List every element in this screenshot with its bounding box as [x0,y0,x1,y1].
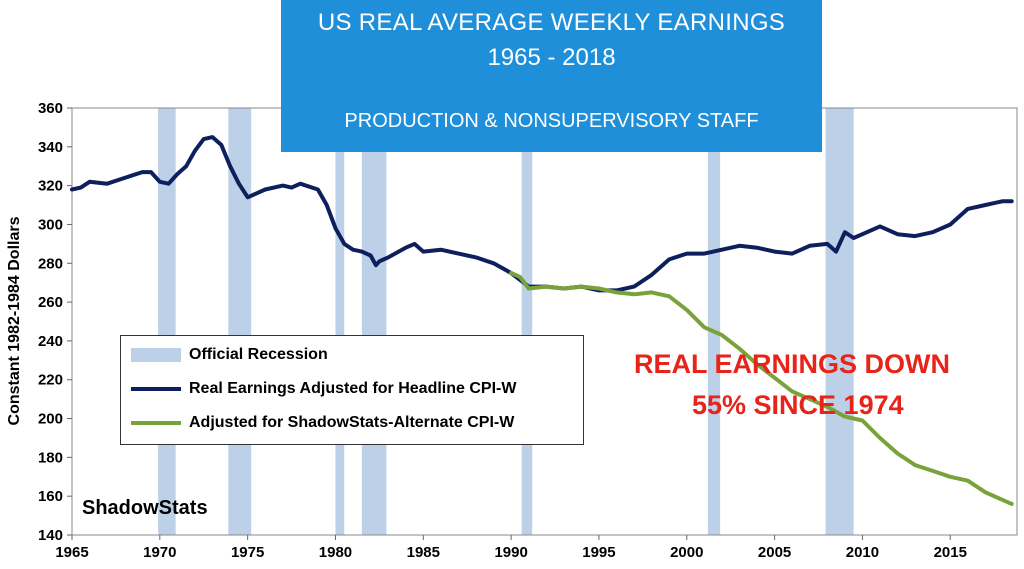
y-tick-label-360: 360 [38,100,63,117]
legend-swatch-shadowstats [131,421,181,425]
y-tick-label-160: 160 [38,488,63,505]
x-tick-label-1985: 1985 [407,544,440,561]
title-box: US REAL AVERAGE WEEKLY EARNINGS 1965 - 2… [281,0,822,152]
annotation-line1: REAL EARNINGS DOWN [634,349,951,379]
x-axis: 1965 1970 1975 1980 1985 1990 1995 2000 2005 2010… [55,535,967,561]
legend-item-shadowstats: Adjusted for ShadowStats-Alternate CPI-W [131,411,514,435]
x-tick-label-1975: 1975 [231,544,264,561]
x-tick-label-2010: 2010 [846,544,879,561]
y-tick-label-220: 220 [38,372,63,389]
chart-title: US REAL AVERAGE WEEKLY EARNINGS [317,9,786,36]
y-tick-label-320: 320 [38,178,63,195]
recession-band-6 [825,108,854,535]
x-tick-label-2000: 2000 [670,544,703,561]
x-tick-label-1970: 1970 [143,544,176,561]
watermark-shadowstats: ShadowStats [82,497,208,519]
y-tick-label-140: 140 [38,527,63,544]
x-tick-label-1980: 1980 [319,544,352,561]
recession-band-2 [335,108,345,535]
plot-frame [71,107,1018,536]
recession-bands [158,108,854,535]
legend-label-headline: Real Earnings Adjusted for Headline CPI-… [189,380,517,397]
legend-item-recession: Official Recession [131,343,328,367]
y-tick-label-240: 240 [38,333,63,350]
legend-label-recession: Official Recession [189,346,328,363]
series-lines [70,135,1014,506]
x-tick-label-2015: 2015 [934,544,967,561]
y-tick-label-340: 340 [38,139,63,156]
recession-band-0 [158,108,176,535]
y-tick-label-280: 280 [38,255,63,272]
recession-band-3 [361,108,387,535]
legend-label-shadowstats: Adjusted for ShadowStats-Alternate CPI-W [189,414,515,431]
y-tick-label-300: 300 [38,216,63,233]
y-axis: 140 160 180 200 220 240 260 280 300 320 340 360 [38,100,72,544]
x-tick-label-1965: 1965 [55,544,88,561]
recession-band-5 [707,108,721,535]
series-line-shadowstats-cpi-w [509,271,1014,506]
legend-item-headline: Real Earnings Adjusted for Headline CPI-… [131,377,516,401]
x-tick-label-1995: 1995 [582,544,615,561]
chart-subtitle: PRODUCTION & NONSUPERVISORY STAFF [344,110,759,132]
legend-swatch-recession [131,348,181,362]
annotation-line2: 55% SINCE 1974 [692,390,904,420]
x-tick-label-1990: 1990 [494,544,527,561]
legend-swatch-headline [131,387,181,391]
chart-date-range: 1965 - 2018 [487,44,616,71]
series-line-headline-cpi-w [70,135,1014,293]
legend: Official Recession Real Earnings Adjuste… [120,335,584,445]
y-axis-label: Constant 1982-1984 Dollars [6,216,23,425]
x-tick-label-2005: 2005 [758,544,791,561]
recession-band-4 [521,108,533,535]
y-tick-label-180: 180 [38,449,63,466]
y-tick-label-200: 200 [38,411,63,428]
y-tick-label-260: 260 [38,294,63,311]
